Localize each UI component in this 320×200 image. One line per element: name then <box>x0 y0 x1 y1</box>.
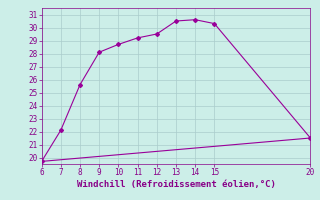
X-axis label: Windchill (Refroidissement éolien,°C): Windchill (Refroidissement éolien,°C) <box>76 180 276 189</box>
